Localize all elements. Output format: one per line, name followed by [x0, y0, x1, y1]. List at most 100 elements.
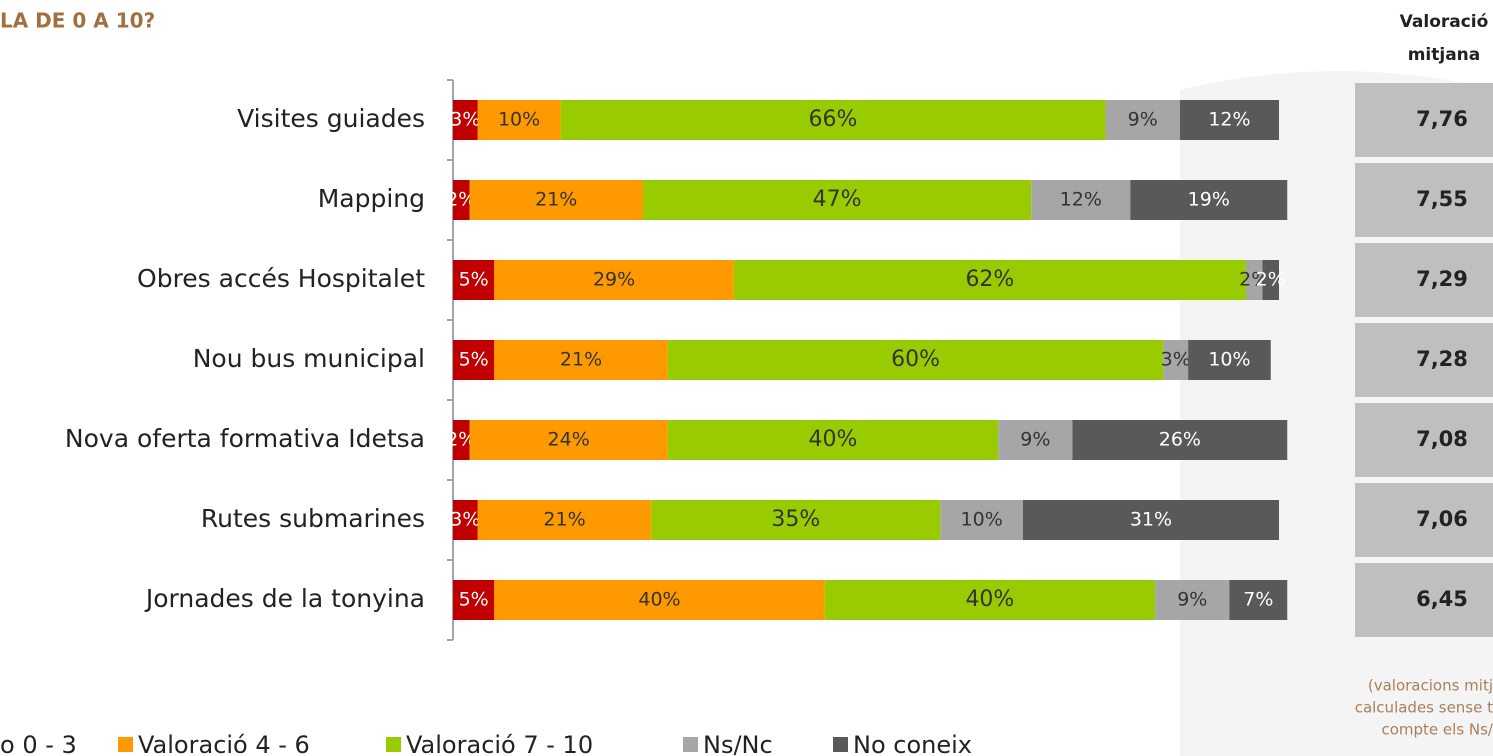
value-label: 3% — [450, 509, 480, 531]
value-label: 5% — [459, 349, 489, 371]
bar-segment — [494, 340, 668, 380]
value-label: 40% — [809, 427, 858, 452]
bar-segment — [494, 580, 825, 620]
value-label: 12% — [1060, 189, 1102, 211]
bar-segment — [667, 340, 1164, 380]
legend-label: Valoració 7 - 10 — [406, 731, 593, 756]
bar-segment — [453, 500, 478, 540]
bar-segment — [453, 100, 478, 140]
mean-value: 7,29 — [1416, 267, 1468, 291]
category-label: Visites guiades — [237, 104, 425, 133]
value-label: 26% — [1159, 429, 1201, 451]
mean-box — [1355, 483, 1493, 557]
value-label: 3% — [1161, 349, 1191, 371]
bar-segment — [940, 500, 1023, 540]
mean-box — [1355, 83, 1493, 157]
bar-segment — [1179, 100, 1279, 140]
bar-segment — [1031, 180, 1131, 220]
category-label: Nou bus municipal — [193, 344, 425, 373]
bar-segment — [477, 100, 561, 140]
bar-segment — [1155, 580, 1230, 620]
mean-header: Valoració — [1400, 12, 1489, 32]
value-label: 2% — [446, 189, 476, 211]
mean-value: 7,28 — [1416, 347, 1468, 371]
value-label: 66% — [809, 107, 858, 132]
bar-segment — [998, 420, 1073, 460]
bar-segment — [1245, 260, 1263, 300]
legend-swatch — [386, 737, 401, 752]
value-label: 40% — [638, 589, 680, 611]
value-label: 21% — [543, 509, 585, 531]
legend-label: Ns/Nc — [703, 731, 773, 756]
bar-segment — [1262, 260, 1279, 300]
mean-box — [1355, 403, 1493, 477]
mean-value: 7,06 — [1416, 507, 1468, 531]
bar-segment — [1163, 340, 1189, 380]
value-label: 9% — [1128, 109, 1158, 131]
value-label: 40% — [965, 587, 1014, 612]
mean-box — [1355, 323, 1493, 397]
bar-segment — [469, 420, 668, 460]
legend-swatch — [118, 737, 133, 752]
bar-segment — [733, 260, 1246, 300]
footnote: calculades sense t — [1355, 699, 1493, 717]
value-label: 10% — [961, 509, 1003, 531]
category-label: Obres accés Hospitalet — [137, 264, 425, 293]
bar-segment — [453, 580, 495, 620]
value-label: 35% — [771, 507, 820, 532]
value-label: 29% — [593, 269, 635, 291]
value-label: 19% — [1188, 189, 1230, 211]
bar-segment — [560, 100, 1106, 140]
value-label: 12% — [1208, 109, 1250, 131]
value-label: 7% — [1243, 589, 1273, 611]
value-label: 47% — [813, 187, 862, 212]
mean-value: 7,55 — [1416, 187, 1468, 211]
value-label: 10% — [1208, 349, 1250, 371]
bar-segment — [453, 340, 495, 380]
bar-segment — [667, 420, 999, 460]
category-label: Nova oferta formativa Idetsa — [65, 424, 425, 453]
footnote: (valoracions mitj — [1368, 677, 1493, 695]
legend-label: Valoració 4 - 6 — [138, 731, 310, 756]
legend-swatch — [683, 737, 698, 752]
value-label: 60% — [891, 347, 940, 372]
bar-segment — [1188, 340, 1271, 380]
value-label: 10% — [498, 109, 540, 131]
mean-value: 7,76 — [1416, 107, 1468, 131]
value-label: 2% — [1256, 269, 1286, 291]
value-label: 62% — [965, 267, 1014, 292]
value-label: 9% — [1177, 589, 1207, 611]
value-label: 5% — [459, 269, 489, 291]
bar-segment — [1105, 100, 1180, 140]
value-label: 3% — [450, 109, 480, 131]
category-label: Mapping — [318, 184, 425, 213]
mean-value: 6,45 — [1416, 587, 1468, 611]
bar-segment — [1072, 420, 1288, 460]
footnote: compte els Ns/ — [1381, 721, 1493, 739]
mean-header: mitjana — [1408, 45, 1481, 65]
bar-segment — [824, 580, 1156, 620]
mean-box — [1355, 163, 1493, 237]
bar-segment — [642, 180, 1032, 220]
value-label: 31% — [1130, 509, 1172, 531]
bar-segment — [1130, 180, 1288, 220]
category-label: Jornades de la tonyina — [144, 584, 425, 613]
mean-value: 7,08 — [1416, 427, 1468, 451]
bar-segment — [651, 500, 941, 540]
value-label: 24% — [548, 429, 590, 451]
bar-segment — [453, 180, 470, 220]
value-label: 2% — [446, 429, 476, 451]
legend-label: No coneix — [853, 731, 972, 756]
bar-segment — [453, 260, 495, 300]
value-label: 9% — [1020, 429, 1050, 451]
chart-title: LA DE 0 A 10? — [0, 9, 155, 33]
mean-box — [1355, 243, 1493, 317]
bar-segment — [469, 180, 643, 220]
mean-box — [1355, 563, 1493, 637]
bar-segment — [1022, 500, 1279, 540]
value-label: 2% — [1239, 269, 1269, 291]
bar-segment — [453, 420, 470, 460]
bar-segment — [477, 500, 652, 540]
category-label: Rutes submarines — [201, 504, 425, 533]
